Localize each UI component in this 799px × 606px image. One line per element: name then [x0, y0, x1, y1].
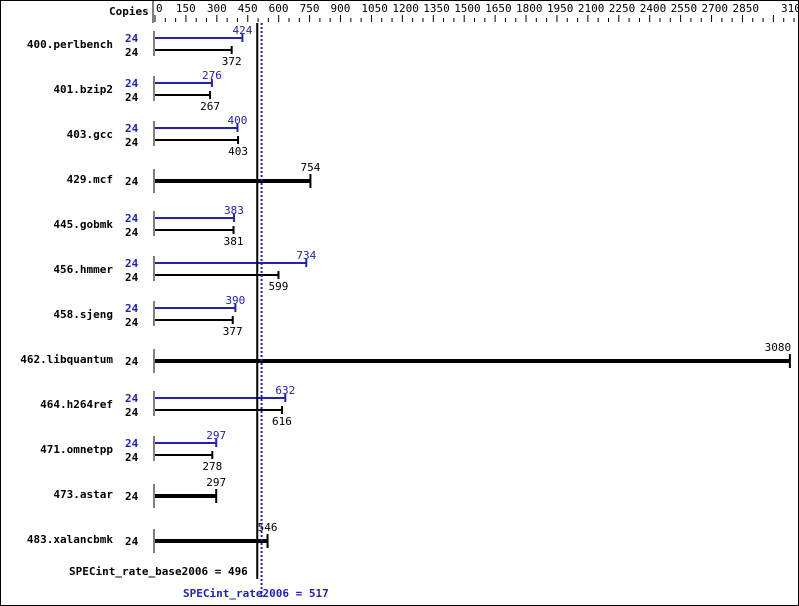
tick-label: 1950	[547, 2, 574, 15]
tick-label: 1050	[361, 2, 388, 15]
base-value: 377	[223, 325, 243, 338]
base-value: 403	[228, 145, 248, 158]
base-value: 754	[300, 161, 320, 174]
tick-label: 900	[331, 2, 351, 15]
peak-copies: 24	[125, 32, 139, 45]
tick-label: 600	[269, 2, 289, 15]
base-value: 616	[272, 415, 292, 428]
base-value: 3080	[765, 341, 792, 354]
axis-label: Copies	[109, 5, 149, 18]
peak-copies: 24	[125, 437, 139, 450]
peak-copies: 24	[125, 77, 139, 90]
base-value: 267	[200, 100, 220, 113]
benchmark-label: 400.perlbench	[27, 38, 113, 51]
base-value: 381	[224, 235, 244, 248]
peak-value: 632	[275, 384, 295, 397]
benchmark-label: 473.astar	[53, 488, 113, 501]
base-value: 278	[202, 460, 222, 473]
base-copies: 24	[125, 451, 139, 464]
base-copies: 24	[125, 355, 139, 368]
tick-label: 2850	[732, 2, 759, 15]
tick-label: 1500	[454, 2, 481, 15]
tick-label: 150	[176, 2, 196, 15]
benchmark-label: 429.mcf	[67, 173, 113, 186]
base-summary-label: SPECint_rate_base2006 = 496	[69, 565, 248, 578]
benchmark-label: 483.xalancbmk	[27, 533, 113, 546]
peak-value: 390	[225, 294, 245, 307]
base-copies: 24	[125, 46, 139, 59]
benchmark-label: 458.sjeng	[53, 308, 113, 321]
benchmark-label: 403.gcc	[67, 128, 113, 141]
peak-copies: 24	[125, 257, 139, 270]
base-copies: 24	[125, 406, 139, 419]
base-copies: 24	[125, 136, 139, 149]
base-value: 372	[222, 55, 242, 68]
tick-label: 1200	[392, 2, 419, 15]
tick-label: 2400	[640, 2, 667, 15]
base-copies: 24	[125, 91, 139, 104]
peak-value: 276	[202, 69, 222, 82]
peak-value: 297	[206, 429, 226, 442]
benchmark-label: 401.bzip2	[53, 83, 113, 96]
benchmark-label: 464.h264ref	[40, 398, 113, 411]
benchmark-label: 471.omnetpp	[40, 443, 113, 456]
benchmark-label: 456.hmmer	[53, 263, 113, 276]
base-copies: 24	[125, 490, 139, 503]
peak-summary-label: SPECint_rate2006 = 517	[183, 587, 329, 600]
base-copies: 24	[125, 175, 139, 188]
peak-copies: 24	[125, 122, 139, 135]
tick-label: 2100	[578, 2, 605, 15]
tick-label: 2700	[702, 2, 729, 15]
base-copies: 24	[125, 271, 139, 284]
peak-copies: 24	[125, 302, 139, 315]
tick-label: 450	[238, 2, 258, 15]
base-copies: 24	[125, 316, 139, 329]
base-value: 599	[269, 280, 289, 293]
tick-label: 1650	[485, 2, 512, 15]
base-value: 297	[206, 476, 226, 489]
benchmark-label: 445.gobmk	[53, 218, 113, 231]
base-copies: 24	[125, 535, 139, 548]
peak-value: 400	[228, 114, 248, 127]
peak-copies: 24	[125, 392, 139, 405]
tick-label: 2250	[609, 2, 636, 15]
tick-label: 1350	[423, 2, 450, 15]
peak-value: 383	[224, 204, 244, 217]
tick-label: 300	[207, 2, 227, 15]
tick-label: 0	[156, 2, 163, 15]
peak-value: 424	[232, 24, 252, 37]
peak-copies: 24	[125, 212, 139, 225]
base-copies: 24	[125, 226, 139, 239]
tick-label: 2550	[671, 2, 698, 15]
tick-label: 3100	[781, 2, 798, 15]
base-value: 546	[258, 521, 278, 534]
peak-value: 734	[296, 249, 316, 262]
tick-label: 1800	[516, 2, 543, 15]
tick-label: 750	[300, 2, 320, 15]
benchmark-label: 462.libquantum	[20, 353, 113, 366]
